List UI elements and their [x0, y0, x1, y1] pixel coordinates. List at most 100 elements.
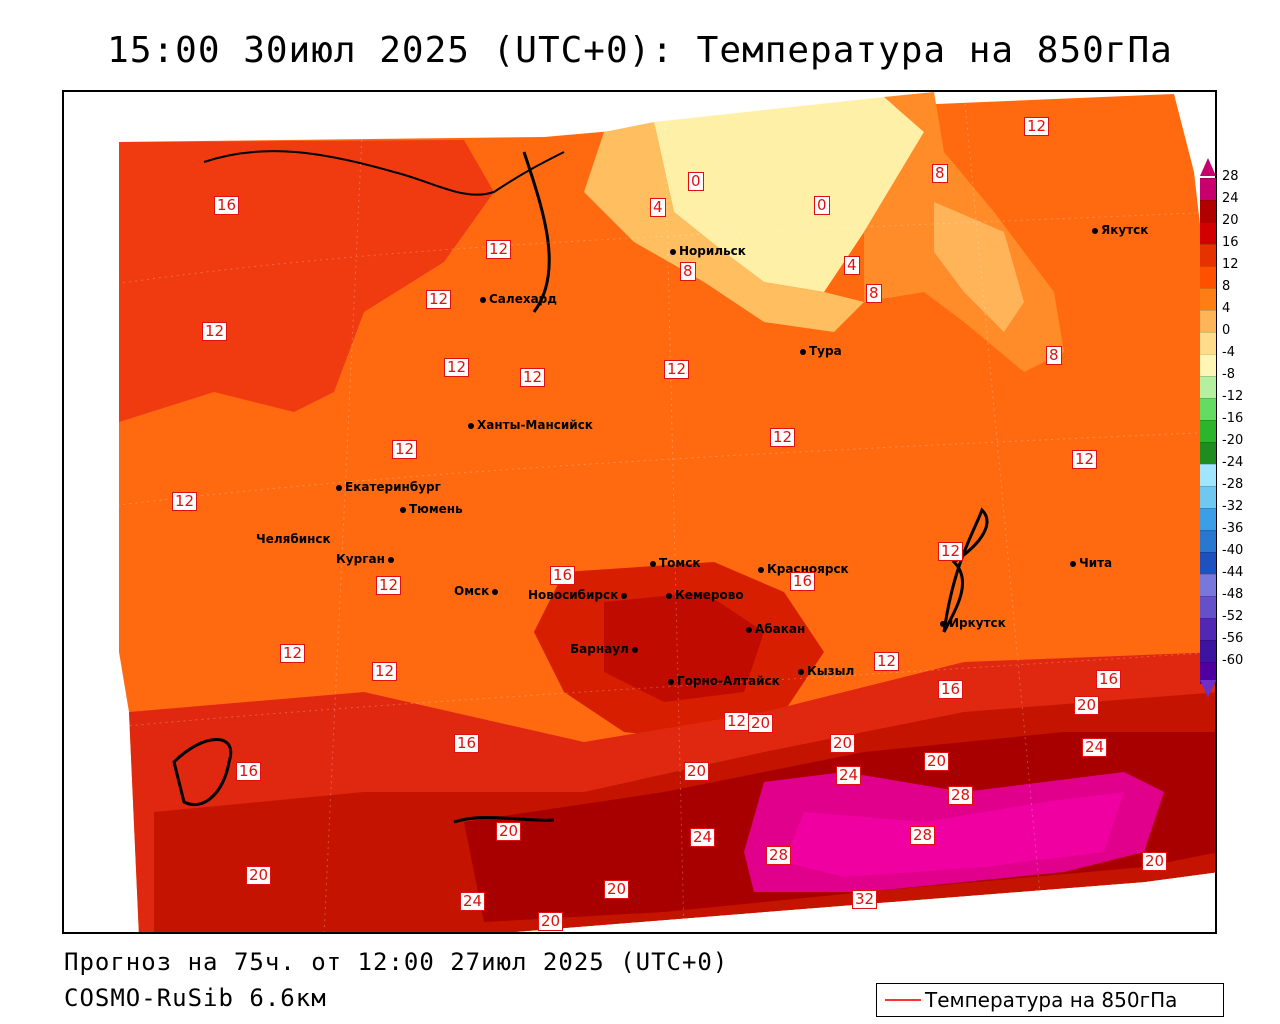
city-salekhard: Салехард	[480, 292, 557, 306]
colorbar-tick-label: -32	[1222, 499, 1244, 514]
contour-label: 24	[460, 892, 486, 911]
colorbar-segment	[1200, 266, 1216, 288]
colorbar-tick-label: -48	[1222, 587, 1244, 602]
contour-label: 12	[724, 712, 750, 731]
contour-label: 20	[246, 866, 272, 885]
colorbar-segment	[1200, 332, 1216, 354]
colorbar-segment	[1200, 288, 1216, 310]
legend: Температура на 850гПа	[876, 983, 1224, 1017]
zone-32	[784, 792, 1124, 877]
colorbar-tick-label: -20	[1222, 433, 1244, 448]
contour-label: 12	[938, 542, 964, 561]
contour-label: 24	[690, 828, 716, 847]
city-kyzyl: Кызыл	[798, 664, 854, 678]
colorbar-top-arrow	[1200, 158, 1216, 176]
colorbar-tick-label: -56	[1222, 631, 1244, 646]
contour-label: 20	[496, 822, 522, 841]
contour-label: 12	[1024, 117, 1050, 136]
zone-0	[654, 97, 924, 292]
colorbar-segment	[1200, 354, 1216, 376]
colorbar-segment	[1200, 178, 1216, 200]
colorbar-tick-label: -28	[1222, 477, 1244, 492]
contour-label: 24	[1082, 738, 1108, 757]
colorbar-tick-label: 8	[1222, 279, 1231, 294]
city-yakutsk: Якутск	[1092, 223, 1148, 237]
colorbar-tick-label: 16	[1222, 235, 1239, 250]
contour-label: 4	[844, 256, 860, 275]
city-tomsk: Томск	[650, 556, 701, 570]
colorbar-tick-label: -52	[1222, 609, 1244, 624]
colorbar-bottom-arrow	[1200, 680, 1216, 698]
forecast-info: Прогноз на 75ч. от 12:00 27июл 2025 (UTC…	[64, 948, 729, 976]
colorbar-segment	[1200, 464, 1216, 486]
colorbar-tick-label: 12	[1222, 257, 1239, 272]
city-irkutsk: Иркутск	[940, 616, 1006, 630]
colorbar-segment	[1200, 574, 1216, 596]
contour-label: 8	[680, 262, 696, 281]
colorbar-segment	[1200, 662, 1216, 684]
legend-label: Температура на 850гПа	[925, 988, 1178, 1012]
contour-label: 20	[1142, 852, 1168, 871]
colorbar-segment	[1200, 200, 1216, 222]
colorbar-tick-label: -24	[1222, 455, 1244, 470]
colorbar-segment	[1200, 398, 1216, 420]
contour-label: 16	[938, 680, 964, 699]
colorbar-tick-label: -8	[1222, 367, 1235, 382]
forecast-map: Норильск Якутск Салехард Тура Ханты-Манс…	[62, 90, 1217, 934]
graticule	[64, 92, 1215, 932]
contour-label: 20	[684, 762, 710, 781]
city-norilsk: Норильск	[670, 244, 746, 258]
city-tyumen: Тюмень	[400, 502, 463, 516]
contour-label: 12	[486, 240, 512, 259]
zone-8-northeast	[934, 202, 1024, 332]
contour-label: 16	[550, 566, 576, 585]
coastline	[203, 150, 565, 196]
contour-label: 12	[444, 358, 470, 377]
contour-label: 20	[830, 734, 856, 753]
colorbar-tick-label: -16	[1222, 411, 1244, 426]
colorbar-segment	[1200, 222, 1216, 244]
contour-label: 12	[426, 290, 452, 309]
colorbar-segment	[1200, 376, 1216, 398]
colorbar-segment	[1200, 552, 1216, 574]
contour-label: 12	[376, 576, 402, 595]
city-khanty-mansiysk: Ханты-Мансийск	[468, 418, 593, 432]
city-kemerovo: Кемерово	[666, 588, 744, 602]
contour-label: 20	[538, 912, 564, 931]
contour-label: 16	[454, 734, 480, 753]
city-tura: Тура	[800, 344, 842, 358]
city-novosibirsk: Новосибирск	[528, 588, 630, 602]
city-abakan: Абакан	[746, 622, 805, 636]
contour-label: 12	[172, 492, 198, 511]
city-kurgan: Курган	[336, 552, 397, 566]
colorbar-segment	[1200, 244, 1216, 266]
colorbar-tick-label: -4	[1222, 345, 1235, 360]
zone-16-west	[119, 140, 494, 422]
colorbar-tick-label: 24	[1222, 191, 1239, 206]
contour-label: 12	[280, 644, 306, 663]
contour-label: 8	[932, 164, 948, 183]
colorbar-tick-label: -44	[1222, 565, 1244, 580]
contour-label: 28	[910, 826, 936, 845]
contour-label: 0	[688, 172, 704, 191]
colorbar-segment	[1200, 508, 1216, 530]
contour-label: 12	[392, 440, 418, 459]
contour-label: 20	[924, 752, 950, 771]
colorbar-segment	[1200, 310, 1216, 332]
city-omsk: Омск	[454, 584, 501, 598]
colorbar-tick-label: 20	[1222, 213, 1239, 228]
yamal-coast	[522, 151, 551, 313]
model-info: COSMO-RuSib 6.6км	[64, 984, 327, 1012]
contour-label: 12	[770, 428, 796, 447]
zone-20-center	[604, 592, 764, 702]
legend-line-swatch	[885, 999, 921, 1001]
contour-label: 12	[372, 662, 398, 681]
contour-label: 16	[236, 762, 262, 781]
contour-label: 16	[790, 572, 816, 591]
colorbar-tick-label: -60	[1222, 653, 1244, 668]
contour-label: 24	[836, 766, 862, 785]
city-chita: Чита	[1070, 556, 1112, 570]
contour-label: 12	[664, 360, 690, 379]
contour-label: 12	[874, 652, 900, 671]
contour-label: 20	[748, 714, 774, 733]
